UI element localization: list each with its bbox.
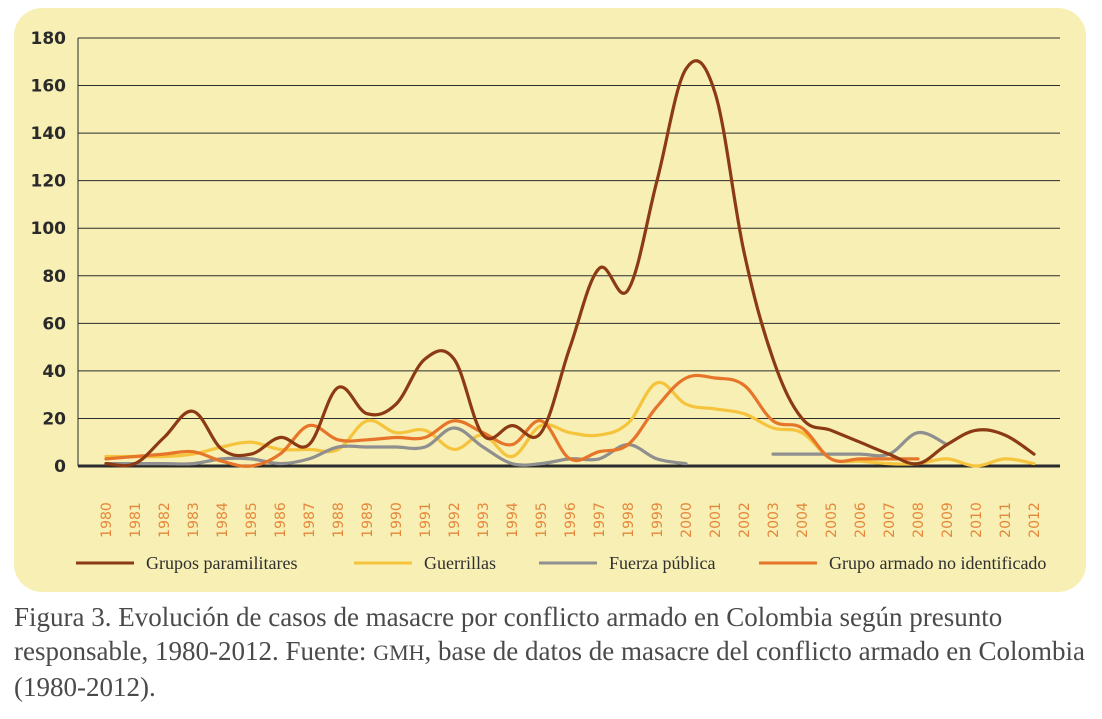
x-tick-label: 2004: [795, 502, 811, 538]
x-tick-label: 1993: [476, 502, 492, 538]
chart-panel: 0 20 40 60 80 100 120 140 160 180 1980 1981 1982 198…: [14, 8, 1086, 592]
x-tick-label: 1994: [505, 502, 521, 538]
y-tick-label: 120: [31, 172, 67, 192]
y-tick-label: 60: [42, 314, 66, 334]
x-tick-label: 1980: [99, 502, 115, 538]
y-axis: 0 20 40 60 80 100 120 140 160 180: [31, 29, 79, 477]
x-tick-label: 1986: [273, 502, 289, 538]
x-tick-label: 2002: [737, 502, 753, 538]
x-tick-label: 2009: [940, 502, 956, 538]
legend-label: Grupos paramilitares: [146, 553, 297, 573]
caption-prefix: Figura 3. Evolución de casos de masacre …: [14, 602, 1003, 666]
x-tick-label: 1981: [128, 502, 144, 538]
series-line-grupo-armado-no-identificado: [104, 373, 920, 468]
x-tick-label: 2001: [708, 502, 724, 538]
x-tick-label: 1984: [215, 502, 231, 538]
x-tick-label: 2000: [679, 502, 695, 538]
series-line-fuerza-publica: [104, 426, 949, 467]
x-tick-label: 2008: [911, 502, 927, 538]
x-axis: 1980 1981 1982 1983 1984 1985 1986 1987 1988 1989…: [78, 464, 1060, 538]
x-tick-label: 2010: [969, 502, 985, 538]
y-tick-label: 100: [31, 219, 67, 239]
legend: Grupos paramilitares Guerrillas Fuerza púb…: [76, 553, 1046, 573]
y-tick-label: 0: [54, 457, 66, 477]
series-line-grupos-paramilitares: [104, 59, 1036, 468]
x-tick-label: 1990: [389, 502, 405, 538]
x-tick-label: 1989: [360, 502, 376, 538]
y-tick-label: 40: [42, 362, 66, 382]
caption-suffix: , base de datos de masacre del conflicto…: [14, 636, 1086, 702]
x-tick-label: 1985: [244, 502, 260, 538]
legend-label: Fuerza pública: [609, 553, 715, 573]
caption-source: GMH: [373, 640, 425, 665]
x-tick-label: 1995: [534, 502, 550, 538]
x-tick-label: 2012: [1027, 502, 1043, 538]
legend-label: Guerrillas: [424, 553, 496, 573]
x-tick-label: 1983: [186, 502, 202, 538]
x-tick-label: 1988: [331, 502, 347, 538]
x-tick-label: 1998: [621, 502, 637, 538]
y-tick-label: 160: [31, 77, 67, 97]
x-tick-label: 1991: [418, 502, 434, 538]
y-tick-label: 80: [42, 267, 66, 287]
series-line-guerrillas: [104, 380, 1036, 468]
y-tick-label: 140: [31, 124, 67, 144]
x-tick-label: 2011: [998, 502, 1014, 538]
figure-caption: Figura 3. Evolución de casos de masacre …: [14, 600, 1094, 704]
gridlines: [78, 37, 1060, 419]
x-tick-label: 2006: [853, 502, 869, 538]
x-tick-label: 1987: [302, 502, 318, 538]
x-tick-label: 1997: [592, 502, 608, 538]
series-lines: [104, 59, 1036, 468]
x-tick-label: 2003: [766, 502, 782, 538]
x-tick-label: 1996: [563, 502, 579, 538]
x-tick-label: 1992: [447, 502, 463, 538]
x-tick-label: 1982: [157, 502, 173, 538]
legend-label: Grupo armado no identificado: [829, 553, 1046, 573]
y-tick-label: 180: [31, 29, 67, 49]
x-tick-label: 2007: [882, 502, 898, 538]
x-tick-label: 1999: [650, 502, 666, 538]
y-tick-label: 20: [42, 409, 66, 429]
x-tick-label: 2005: [824, 502, 840, 538]
